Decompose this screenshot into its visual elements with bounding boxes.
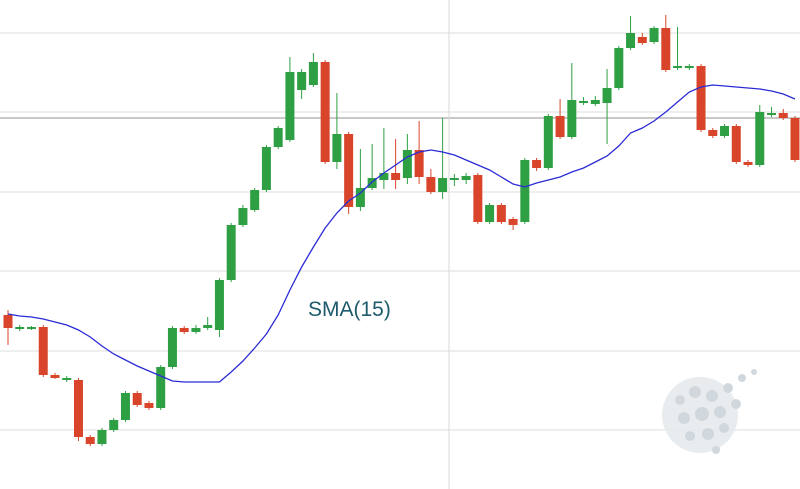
candle-body <box>167 328 177 367</box>
candle-body <box>402 150 412 178</box>
candle-body <box>120 393 130 420</box>
candle-body <box>473 175 483 222</box>
candle-body <box>567 100 577 137</box>
logo-dot <box>678 412 690 424</box>
candle-body <box>285 72 295 140</box>
candle-body <box>97 430 107 444</box>
candle-body <box>602 88 612 103</box>
candle-body <box>696 66 706 130</box>
candle-body <box>109 420 119 430</box>
logo-dot <box>719 423 729 433</box>
candle-body <box>543 116 553 168</box>
candle-body <box>449 178 459 180</box>
candle-body <box>461 176 471 180</box>
candle-body <box>708 130 718 136</box>
logo-dot <box>723 383 733 393</box>
sma-line <box>7 84 796 383</box>
candle-body <box>731 126 741 162</box>
candle-body <box>426 177 436 192</box>
candle-body <box>614 48 624 88</box>
candle-body <box>320 62 330 162</box>
candle-body <box>203 325 213 328</box>
series-label: SMA(15) <box>308 298 391 321</box>
candle-body <box>496 205 506 222</box>
candle-body <box>191 328 201 332</box>
candle-body <box>673 66 683 68</box>
candle-body <box>684 66 694 68</box>
candle-body <box>661 28 671 70</box>
candle-body <box>790 118 800 160</box>
candle-body <box>637 37 647 43</box>
candle-body <box>308 62 318 85</box>
logo-dot <box>714 406 726 418</box>
candle-body <box>15 327 25 329</box>
candle-body <box>62 378 72 380</box>
candle-body <box>3 315 13 328</box>
candle-body <box>85 437 95 444</box>
candle-body <box>367 178 377 188</box>
candle-body <box>38 327 48 375</box>
candle-body <box>344 134 354 207</box>
logo-dot <box>689 386 701 398</box>
logo-dot <box>685 431 695 441</box>
candle-body <box>26 327 36 329</box>
candle-body <box>132 393 142 405</box>
candle-body <box>250 190 260 210</box>
candle-body <box>238 208 248 225</box>
candle-body <box>50 375 60 378</box>
candle-body <box>355 188 365 207</box>
candle-body <box>532 160 542 168</box>
candle-body <box>414 150 424 177</box>
candle-body <box>226 225 236 280</box>
candle-body <box>261 147 271 190</box>
candle-body <box>767 113 777 115</box>
candle-body <box>590 100 600 104</box>
logo-dot <box>738 374 746 382</box>
candle-body <box>379 173 389 180</box>
candle-body <box>755 112 765 165</box>
candle-body <box>743 162 753 165</box>
candle-body <box>273 128 283 147</box>
candle-body <box>720 126 730 136</box>
candle-body <box>332 134 342 162</box>
candle-body <box>391 173 401 180</box>
candle-body <box>179 328 189 332</box>
logo-dot <box>731 399 741 409</box>
logo-dot <box>712 446 720 454</box>
candle-body <box>156 367 166 408</box>
candle-body <box>520 160 530 222</box>
logo-dot <box>751 369 757 375</box>
logo-dot <box>675 395 685 405</box>
candle-body <box>438 178 448 192</box>
candles <box>3 15 800 446</box>
candle-body <box>508 219 518 225</box>
candle-body <box>297 72 307 90</box>
logo-dot <box>695 407 709 421</box>
candle-body <box>626 33 636 48</box>
logo <box>662 369 757 454</box>
logo-dot <box>706 390 718 402</box>
candle-body <box>485 205 495 222</box>
candle-body <box>555 116 565 137</box>
candle-body <box>73 380 83 437</box>
candle-body <box>579 101 589 103</box>
candle-body <box>214 280 224 330</box>
candle-body <box>649 28 659 42</box>
logo-dot <box>702 428 714 440</box>
candle-body <box>778 113 788 118</box>
candle-body <box>144 403 154 408</box>
